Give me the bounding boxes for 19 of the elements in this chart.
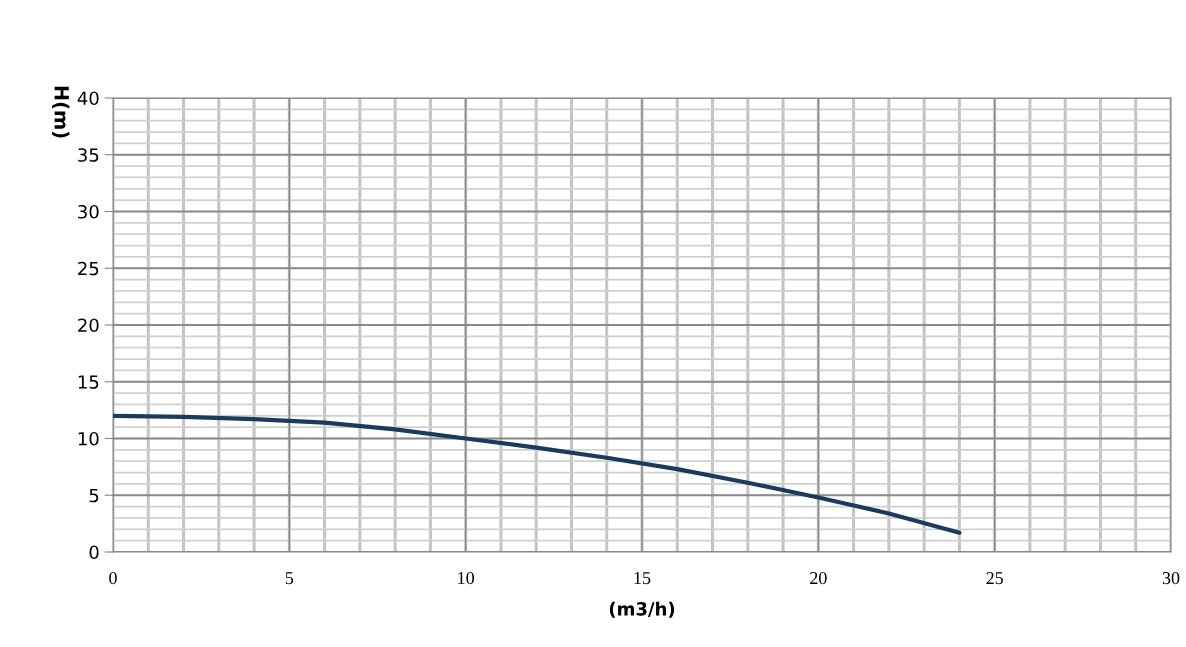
y-tick-label: 20: [78, 318, 99, 333]
y-tick-label: 15: [78, 375, 99, 389]
y-tick-label: 25: [78, 261, 99, 276]
x-axis-title: (m3/h): [609, 601, 675, 618]
x-tick-label: 5: [285, 572, 294, 585]
x-tick-label: 20: [810, 571, 827, 585]
y-tick-label: 35: [78, 148, 99, 162]
y-tick-label: 10: [78, 431, 99, 446]
y-tick-label: 40: [77, 91, 99, 106]
y-axis-title: H(m): [52, 86, 70, 138]
x-tick-label: 10: [458, 571, 475, 585]
x-tick-label: 25: [986, 572, 1003, 585]
x-tick-label: 30: [1162, 571, 1180, 585]
y-tick-label: 30: [78, 204, 99, 219]
x-tick-label: 15: [634, 572, 651, 585]
line-series: [113, 413, 962, 535]
y-tick-label: 0: [89, 545, 99, 560]
y-tick-label: 5: [89, 488, 99, 503]
x-tick-label: 0: [109, 571, 117, 585]
